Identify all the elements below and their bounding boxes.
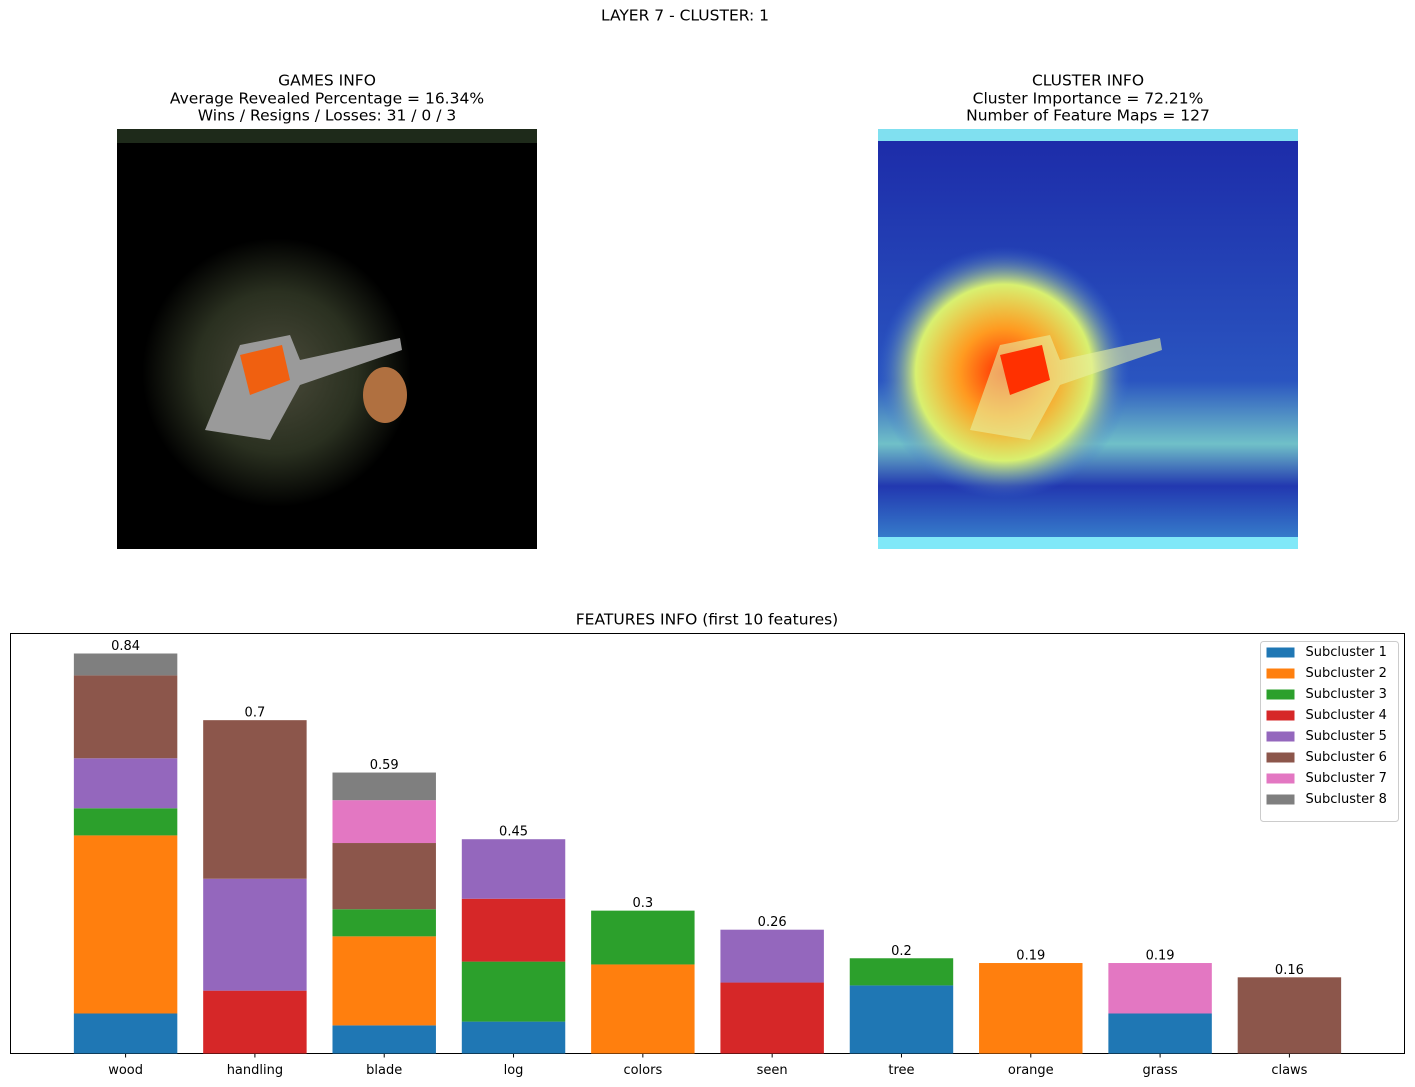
legend-swatch xyxy=(1266,794,1295,805)
bar-segment xyxy=(73,835,178,1014)
legend-label: Subcluster 2 xyxy=(1306,666,1387,681)
bar-total-label: 0.26 xyxy=(758,915,787,930)
legend-label: Subcluster 4 xyxy=(1306,708,1387,723)
bar-total-label: 0.3 xyxy=(632,896,653,911)
x-tick-label: wood xyxy=(108,1063,143,1078)
axes-frame xyxy=(10,633,1405,1054)
bar-chart: FEATURES INFO (first 10 features) 0.84 wo… xyxy=(10,611,1405,1078)
x-tick-label: orange xyxy=(1008,1063,1054,1078)
panel-subtitle: Cluster Importance = 72.21% xyxy=(973,90,1204,108)
bar-segment xyxy=(1108,963,1212,1014)
bar-segment xyxy=(979,963,1083,1054)
legend-label: Subcluster 5 xyxy=(1306,729,1387,744)
legend-swatch xyxy=(1266,752,1295,763)
bar-segment xyxy=(332,909,436,937)
legend-swatch xyxy=(1266,689,1295,700)
bar-segment xyxy=(591,910,695,965)
bar-segment xyxy=(73,653,178,676)
legend-swatch xyxy=(1266,731,1295,742)
bar-segment xyxy=(461,839,566,899)
bar-segment xyxy=(332,772,436,801)
bar-total-label: 0.19 xyxy=(1146,949,1175,964)
bar-total-label: 0.45 xyxy=(499,825,528,840)
legend-label: Subcluster 8 xyxy=(1306,792,1387,807)
legend-swatch xyxy=(1266,710,1295,721)
legend-swatch xyxy=(1266,668,1295,679)
legend-box xyxy=(1260,641,1399,822)
bar-total-label: 0.19 xyxy=(1016,949,1045,964)
x-tick-label: handling xyxy=(227,1063,283,1078)
panel-subtitle: Wins / Resigns / Losses: 31 / 0 / 3 xyxy=(198,107,456,125)
x-tick-label: log xyxy=(504,1063,524,1078)
bar-segment xyxy=(849,985,954,1054)
x-tick-label: blade xyxy=(366,1063,402,1078)
legend-label: Subcluster 1 xyxy=(1306,645,1387,660)
bar-segment xyxy=(720,982,824,1054)
legend-swatch xyxy=(1266,647,1295,658)
chart-title: FEATURES INFO (first 10 features) xyxy=(576,611,838,629)
bar-segment xyxy=(73,758,178,809)
bar-total-label: 0.59 xyxy=(370,758,399,773)
bar-segment xyxy=(73,1013,178,1054)
bar-segment xyxy=(591,964,695,1054)
bar-total-label: 0.16 xyxy=(1275,963,1304,978)
bar-segment xyxy=(849,958,954,986)
bar-segment xyxy=(73,675,178,759)
bar-segment xyxy=(332,843,436,910)
legend-label: Subcluster 6 xyxy=(1306,750,1387,765)
bar-segment xyxy=(203,720,307,879)
bar-segment xyxy=(332,1025,436,1054)
bar-segment xyxy=(332,936,436,1026)
legend-label: Subcluster 3 xyxy=(1306,687,1387,702)
bar-segment xyxy=(461,1021,566,1054)
x-tick-label: grass xyxy=(1143,1063,1178,1078)
x-tick-label: seen xyxy=(757,1063,788,1078)
panel-subtitle: Average Revealed Percentage = 16.34% xyxy=(170,90,484,108)
panel-title: GAMES INFO xyxy=(278,72,376,90)
legend-label: Subcluster 7 xyxy=(1306,771,1387,786)
figure-title: LAYER 7 - CLUSTER: 1 xyxy=(601,7,769,25)
heatmap-image xyxy=(878,129,1298,549)
bar-segment xyxy=(73,808,178,836)
panel-title: CLUSTER INFO xyxy=(1032,72,1144,90)
x-tick-label: claws xyxy=(1271,1063,1307,1078)
bar-segment xyxy=(203,990,307,1054)
bar-total-label: 0.2 xyxy=(891,944,912,959)
bar-segment xyxy=(203,878,307,991)
bar-total-label: 0.84 xyxy=(111,639,140,654)
x-tick-label: tree xyxy=(888,1063,914,1078)
bar-total-label: 0.7 xyxy=(245,706,266,721)
bar-segment xyxy=(1108,1013,1212,1054)
bar-segment xyxy=(1237,977,1342,1054)
revealed-image xyxy=(117,129,537,549)
bar-segment xyxy=(720,929,824,983)
legend-swatch xyxy=(1266,773,1295,784)
bar-segment xyxy=(461,898,566,962)
x-tick-label: colors xyxy=(623,1063,662,1078)
panel-subtitle: Number of Feature Maps = 127 xyxy=(966,107,1210,125)
bar-segment xyxy=(332,800,436,844)
bar-segment xyxy=(461,961,566,1022)
